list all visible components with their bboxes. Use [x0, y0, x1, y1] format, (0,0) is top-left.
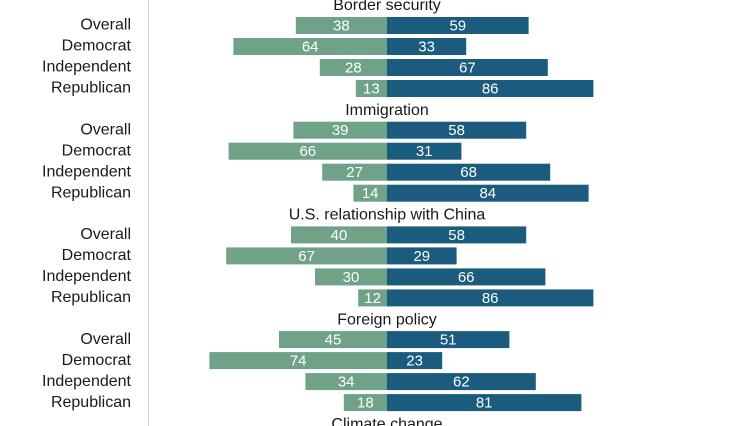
category-label: Independent	[42, 373, 132, 390]
category-label: Democrat	[62, 352, 132, 369]
value-label-right: 58	[448, 122, 465, 139]
bar-left	[353, 184, 387, 202]
value-label-right: 81	[476, 395, 493, 412]
bar-right	[387, 38, 467, 55]
category-label: Republican	[51, 184, 131, 201]
value-label-left: 40	[331, 227, 348, 244]
bar-right	[387, 59, 548, 76]
category-label: Overall	[80, 226, 131, 243]
category-label: Republican	[51, 80, 131, 97]
value-label-right: 23	[406, 353, 423, 370]
value-label-left: 64	[302, 38, 319, 55]
bar-right	[387, 226, 527, 244]
category-label: Democrat	[62, 38, 132, 55]
value-label-left: 12	[364, 290, 381, 307]
bar-left	[233, 38, 387, 55]
bar-left	[305, 373, 387, 391]
bar-left	[291, 226, 387, 244]
bar-left	[228, 142, 387, 160]
value-label-right: 29	[413, 248, 430, 265]
bar-left	[343, 394, 387, 412]
value-label-right: 58	[448, 227, 465, 244]
value-label-left: 38	[333, 17, 350, 34]
bar-right	[387, 373, 536, 391]
bar-right	[387, 331, 510, 349]
value-label-right: 59	[449, 17, 466, 34]
value-label-left: 45	[325, 332, 342, 349]
bar-left	[209, 352, 387, 370]
category-label: Independent	[42, 163, 132, 180]
value-label-right: 84	[479, 185, 496, 202]
bar-left	[322, 163, 387, 181]
section-title: Border security	[333, 0, 441, 14]
value-label-left: 39	[332, 122, 349, 139]
value-label-left: 14	[362, 185, 379, 202]
section-title: Foreign policy	[337, 311, 437, 328]
bar-left	[226, 247, 387, 265]
value-label-right: 62	[453, 374, 470, 391]
value-label-left: 67	[298, 248, 315, 265]
bar-right	[387, 268, 546, 286]
category-label: Independent	[42, 268, 132, 285]
value-label-right: 68	[460, 164, 477, 181]
bar-right	[387, 80, 594, 97]
bar-left	[279, 331, 387, 349]
bar-left	[315, 268, 387, 286]
section-title: Immigration	[345, 102, 429, 119]
value-label-left: 13	[363, 80, 380, 97]
value-label-right: 66	[458, 269, 475, 286]
value-label-left: 30	[343, 269, 360, 286]
value-label-left: 28	[345, 59, 362, 76]
bar-right	[387, 289, 594, 307]
category-label: Overall	[80, 121, 131, 138]
category-label: Democrat	[62, 247, 132, 264]
bar-right	[387, 352, 443, 370]
category-label: Republican	[51, 289, 131, 306]
bar-right	[387, 163, 551, 181]
bar-left	[295, 17, 387, 34]
bar-right	[387, 394, 582, 412]
bar-right	[387, 17, 529, 34]
value-label-right: 86	[482, 80, 499, 97]
value-label-right: 86	[482, 290, 499, 307]
bar-left	[293, 121, 387, 139]
category-label: Republican	[51, 394, 131, 411]
section-title: U.S. relationship with China	[289, 207, 486, 224]
category-label: Democrat	[62, 142, 132, 159]
value-label-right: 33	[418, 38, 435, 55]
value-label-right: 31	[416, 143, 433, 160]
bar-left	[319, 59, 387, 76]
bar-left	[358, 289, 387, 307]
value-label-left: 74	[290, 353, 307, 370]
category-label: Independent	[42, 59, 132, 76]
bar-right	[387, 247, 457, 265]
bar-right	[387, 142, 462, 160]
value-label-right: 67	[459, 59, 476, 76]
bar-left	[355, 80, 387, 97]
value-label-left: 18	[357, 395, 374, 412]
section-title: Climate change	[331, 416, 442, 426]
category-label: Overall	[80, 17, 131, 34]
category-label: Overall	[80, 331, 131, 348]
value-label-right: 51	[440, 332, 457, 349]
value-label-left: 27	[346, 164, 363, 181]
value-label-left: 34	[338, 374, 355, 391]
value-label-left: 66	[299, 143, 316, 160]
bar-right	[387, 121, 527, 139]
bar-right	[387, 184, 589, 202]
